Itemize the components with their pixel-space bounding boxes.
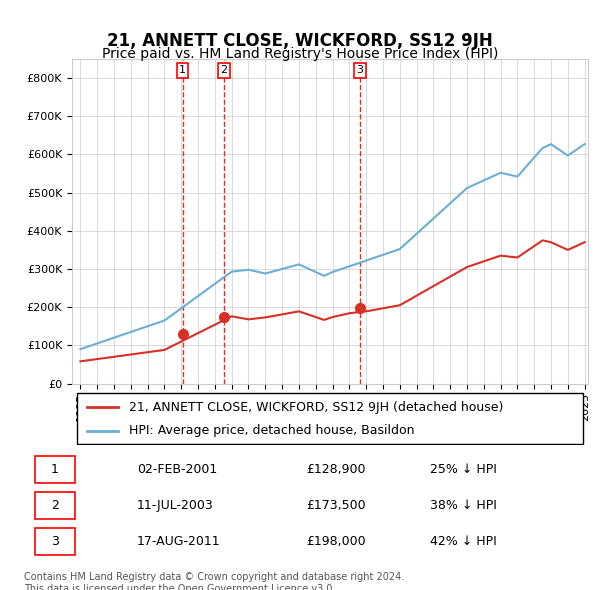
Text: 02-FEB-2001: 02-FEB-2001 — [137, 463, 217, 476]
Text: 38% ↓ HPI: 38% ↓ HPI — [430, 499, 497, 512]
FancyBboxPatch shape — [35, 491, 75, 519]
Text: 1: 1 — [51, 463, 59, 476]
Text: 1: 1 — [179, 65, 186, 76]
Text: 2: 2 — [220, 65, 227, 76]
Text: 3: 3 — [356, 65, 364, 76]
Text: 3: 3 — [51, 535, 59, 548]
Text: 21, ANNETT CLOSE, WICKFORD, SS12 9JH (detached house): 21, ANNETT CLOSE, WICKFORD, SS12 9JH (de… — [129, 401, 503, 414]
Text: £198,000: £198,000 — [306, 535, 365, 548]
FancyBboxPatch shape — [35, 527, 75, 555]
Text: Price paid vs. HM Land Registry's House Price Index (HPI): Price paid vs. HM Land Registry's House … — [102, 47, 498, 61]
Text: Contains HM Land Registry data © Crown copyright and database right 2024.
This d: Contains HM Land Registry data © Crown c… — [24, 572, 404, 590]
Text: £173,500: £173,500 — [306, 499, 365, 512]
Text: 11-JUL-2003: 11-JUL-2003 — [137, 499, 214, 512]
FancyBboxPatch shape — [35, 455, 75, 483]
Text: £128,900: £128,900 — [306, 463, 365, 476]
Text: 2: 2 — [51, 499, 59, 512]
Text: HPI: Average price, detached house, Basildon: HPI: Average price, detached house, Basi… — [129, 424, 414, 437]
Text: 42% ↓ HPI: 42% ↓ HPI — [430, 535, 497, 548]
Text: 21, ANNETT CLOSE, WICKFORD, SS12 9JH: 21, ANNETT CLOSE, WICKFORD, SS12 9JH — [107, 32, 493, 51]
Text: 17-AUG-2011: 17-AUG-2011 — [137, 535, 220, 548]
FancyBboxPatch shape — [77, 394, 583, 444]
Text: 25% ↓ HPI: 25% ↓ HPI — [430, 463, 497, 476]
